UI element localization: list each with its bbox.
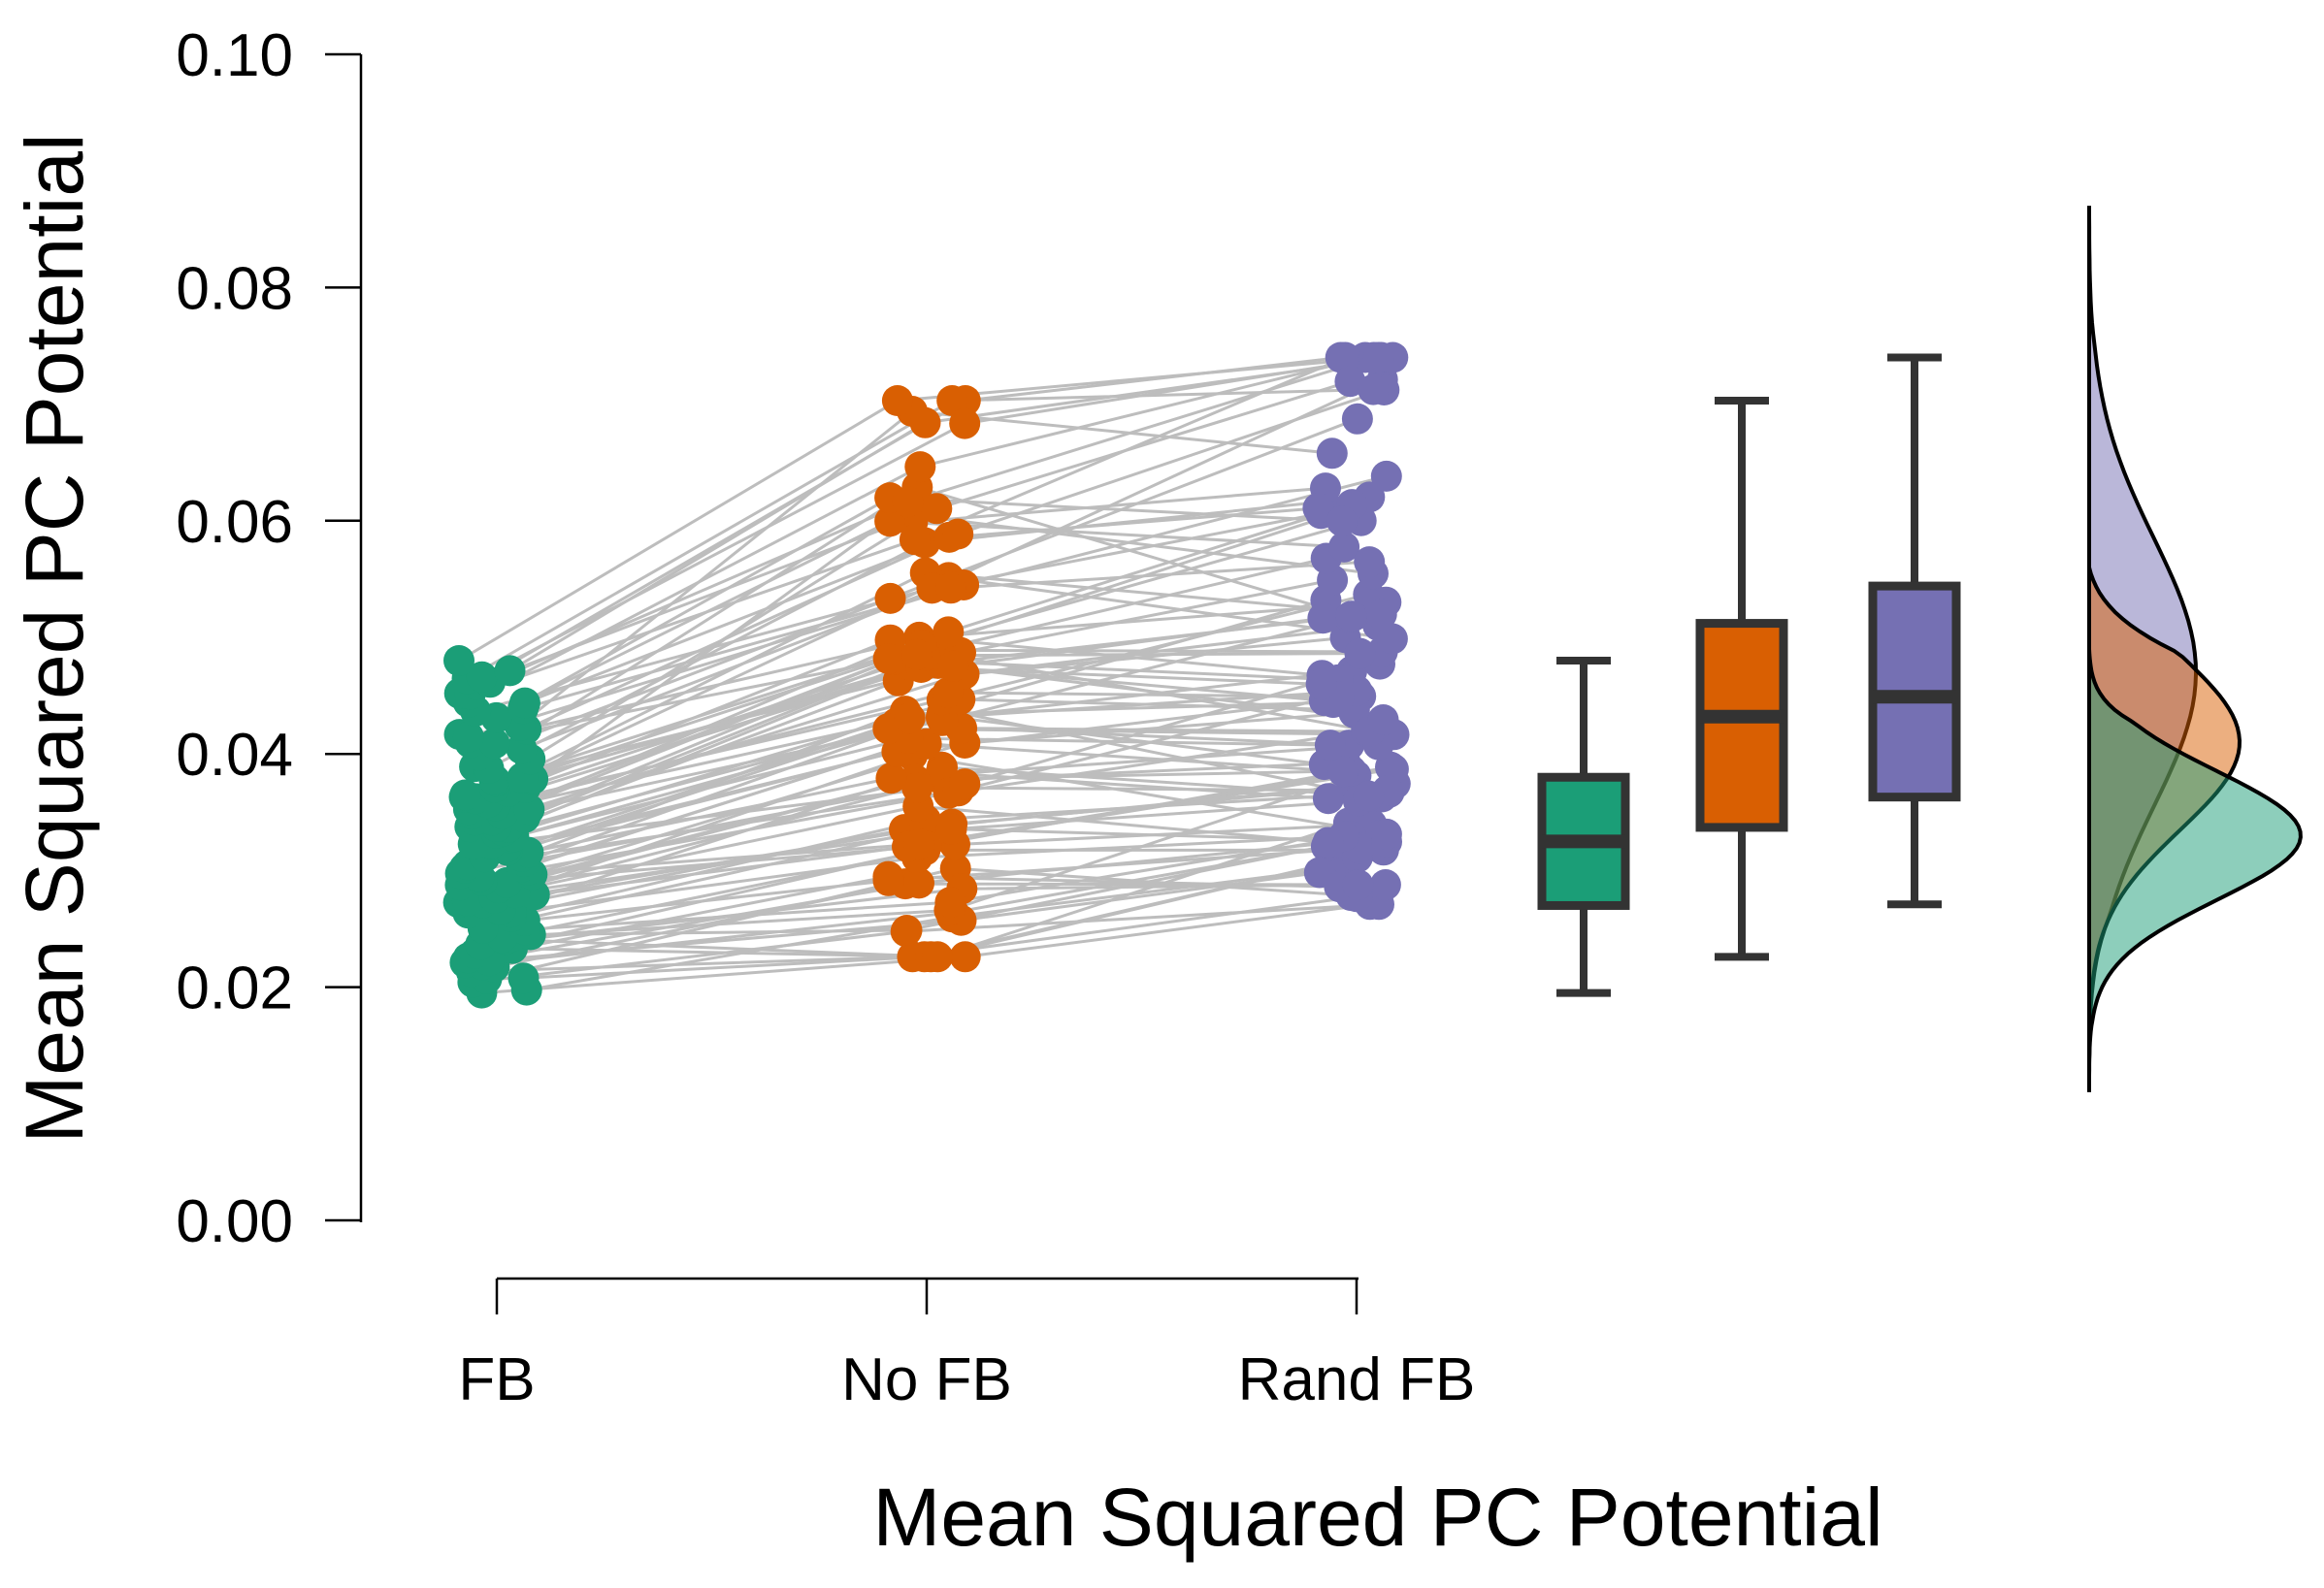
data-point <box>899 524 931 556</box>
data-point <box>1341 403 1373 435</box>
data-point <box>494 655 526 687</box>
y-axis: 0.00 0.02 0.04 0.06 0.08 0.10 <box>176 22 363 1255</box>
density-clouds <box>2087 206 2303 1092</box>
y-axis-title: Mean Squared PC Potential <box>9 133 100 1143</box>
data-point <box>1376 623 1408 655</box>
data-point <box>1305 668 1337 700</box>
data-point <box>1362 341 1394 373</box>
data-point <box>874 505 906 537</box>
boxplot-fb <box>1537 657 1630 997</box>
boxplot-rand-fb <box>1868 353 1961 909</box>
data-point <box>936 385 968 416</box>
data-point <box>891 915 923 946</box>
data-point <box>904 451 936 483</box>
data-point <box>903 828 935 860</box>
data-point <box>452 721 484 753</box>
data-point <box>934 572 966 604</box>
data-point <box>894 702 926 734</box>
x-tick-label: FB <box>458 1346 535 1413</box>
data-point <box>1370 818 1402 850</box>
data-point <box>1314 729 1346 762</box>
data-point <box>508 687 540 719</box>
data-point <box>1367 704 1399 735</box>
data-point <box>443 645 475 676</box>
data-point <box>1353 780 1385 812</box>
data-point <box>949 407 981 439</box>
data-point <box>1316 438 1348 470</box>
y-tick-label: 0.06 <box>176 489 293 556</box>
data-point <box>1358 373 1390 405</box>
box <box>1695 619 1788 832</box>
y-tick-label: 0.00 <box>176 1188 293 1255</box>
data-point <box>1326 505 1358 537</box>
y-tick-label: 0.02 <box>176 956 293 1022</box>
y-tick-label: 0.10 <box>176 22 293 89</box>
data-point <box>934 887 966 919</box>
x-axis-title: Mean Squared PC Potential <box>872 1472 1882 1563</box>
data-point <box>921 493 953 525</box>
data-point <box>1354 546 1386 578</box>
data-point <box>1365 599 1397 631</box>
x-axis: FB No FB Rand FB <box>458 1277 1476 1413</box>
data-point <box>909 406 941 438</box>
data-point <box>1328 531 1360 563</box>
boxplot-no-fb <box>1695 396 1788 961</box>
data-point <box>922 941 954 973</box>
data-point <box>942 518 974 550</box>
data-point <box>466 661 498 693</box>
data-point <box>901 772 933 803</box>
data-point <box>507 962 540 994</box>
data-point <box>932 677 964 708</box>
data-point <box>935 813 967 845</box>
data-point <box>1312 826 1344 859</box>
data-point <box>933 616 965 648</box>
data-point <box>892 486 924 518</box>
data-point <box>872 864 904 896</box>
data-point <box>1369 869 1401 900</box>
data-point <box>478 728 510 760</box>
data-point <box>875 762 907 794</box>
y-tick-label: 0.04 <box>176 722 293 789</box>
data-point <box>1307 602 1339 634</box>
data-point <box>937 650 969 682</box>
data-point <box>872 643 904 674</box>
data-point <box>1312 783 1344 815</box>
data-point <box>903 867 934 899</box>
boxplots <box>1537 353 1961 997</box>
data-point <box>949 768 981 800</box>
x-tick-label: Rand FB <box>1238 1346 1476 1413</box>
y-tick-label: 0.08 <box>176 255 293 322</box>
data-point <box>874 582 906 614</box>
subject-points <box>442 341 1411 1009</box>
density-fb <box>2087 648 2303 1092</box>
x-tick-label: No FB <box>841 1346 1012 1413</box>
data-point <box>1327 756 1359 788</box>
data-point <box>1344 637 1376 669</box>
data-point <box>1335 600 1367 632</box>
data-point <box>901 638 933 670</box>
data-point <box>949 941 981 973</box>
data-point <box>1302 492 1334 524</box>
data-point <box>1329 341 1361 373</box>
data-point <box>1342 869 1374 901</box>
data-point <box>1370 460 1402 492</box>
data-point <box>449 779 481 811</box>
data-point <box>881 385 913 416</box>
